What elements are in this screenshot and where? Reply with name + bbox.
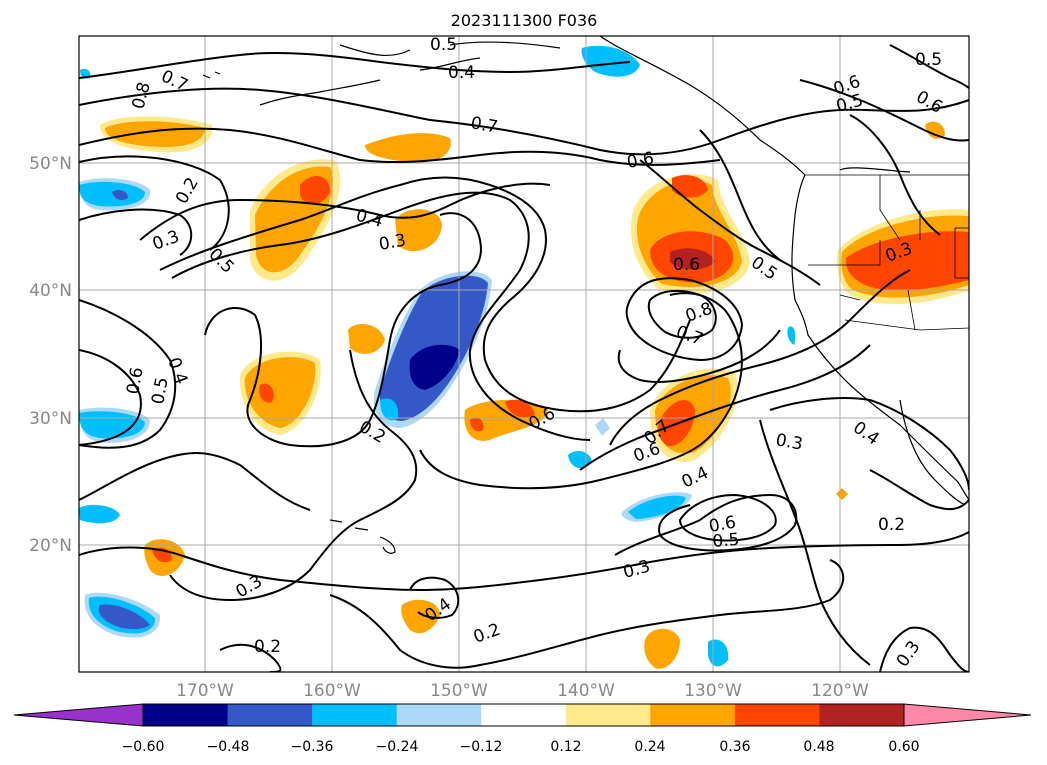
colorbar-segment <box>565 704 651 726</box>
map-title: 2023111300 F036 <box>451 11 598 30</box>
colorbar-tick: 0.48 <box>803 739 834 755</box>
colorbar-segment <box>734 704 820 726</box>
negative-anomaly-patch <box>112 190 128 200</box>
lat-label: 30°N <box>29 409 72 429</box>
contour-label: 0.6 <box>673 255 700 275</box>
negative-anomaly-patch <box>380 398 399 421</box>
colorbar-tick: −0.36 <box>291 739 334 755</box>
lon-label: 140°W <box>557 681 615 701</box>
map-area: 0.7 0.8 0.2 0.3 0.5 0.4 0.3 0.7 0.6 0.4 … <box>79 35 969 672</box>
contour-label: 0.3 <box>774 430 804 454</box>
lon-label: 150°W <box>430 681 488 701</box>
contour-label: 0.6 <box>625 149 655 173</box>
lat-label: 40°N <box>29 281 72 301</box>
negative-anomaly-patch <box>409 344 460 390</box>
lat-label: 20°N <box>29 536 72 556</box>
colorbar-segment <box>481 704 567 726</box>
graticule <box>79 36 969 672</box>
negative-anomaly-patch <box>787 326 796 345</box>
positive-anomaly-patch <box>300 175 330 205</box>
colorbar-extend-low <box>14 704 143 726</box>
positive-anomaly-patch <box>105 121 205 148</box>
colorbar-segment <box>312 704 398 726</box>
contour-label: 0.7 <box>469 113 499 137</box>
colorbar-outline <box>142 703 905 727</box>
negative-anomaly-patch <box>98 604 150 630</box>
contour-label: 0.6 <box>123 366 147 396</box>
contour-label: 0.5 <box>712 530 741 552</box>
lon-label: 170°W <box>176 681 234 701</box>
positive-anomaly-patch <box>836 488 848 500</box>
positive-anomaly-patch <box>395 209 442 252</box>
colorbar-tick: 0.12 <box>550 739 581 755</box>
colorbar-tick: 0.24 <box>634 739 665 755</box>
positive-anomaly-patch <box>259 383 274 403</box>
lat-label: 50°N <box>29 154 72 174</box>
positive-anomaly-patch <box>244 357 316 428</box>
colorbar-segment <box>227 704 313 726</box>
contour-label: 0.5 <box>915 50 942 70</box>
colorbar-tick: −0.48 <box>207 739 250 755</box>
contour-label: 0.4 <box>448 63 475 83</box>
positive-anomaly-patch <box>925 121 945 139</box>
lon-label: 160°W <box>303 681 361 701</box>
colorbar-tick-labels: −0.60 −0.48 −0.36 −0.24 −0.12 0.12 0.24 … <box>122 739 920 755</box>
negative-anomaly-patch <box>581 45 640 77</box>
contour-lines <box>79 44 969 672</box>
contour-label: 0.2 <box>254 637 281 657</box>
coastlines <box>202 36 969 554</box>
lon-label: 130°W <box>684 681 742 701</box>
positive-anomaly-patch <box>348 324 385 354</box>
positive-anomaly-patch <box>401 599 440 634</box>
shaded-anomalies <box>79 45 969 669</box>
negative-anomaly-patch <box>595 418 610 436</box>
negative-anomaly-patch <box>628 495 686 519</box>
contour-label: 0.2 <box>878 515 905 535</box>
colorbar-segments <box>14 704 1031 726</box>
positive-anomaly-patch <box>845 231 969 291</box>
political-borders <box>805 174 969 331</box>
map-frame <box>78 35 970 673</box>
negative-anomaly-patch <box>79 504 120 524</box>
positive-anomaly-patch <box>644 628 680 669</box>
negative-anomaly-patch <box>79 181 145 207</box>
colorbar-tick: 0.36 <box>719 739 750 755</box>
colorbar-segment <box>143 704 229 726</box>
contour-label: 0.3 <box>377 231 407 255</box>
contour-label: 0.5 <box>148 376 172 406</box>
positive-anomaly-patch <box>505 399 535 418</box>
lon-label: 120°W <box>811 681 869 701</box>
colorbar-segment <box>819 704 905 726</box>
positive-anomaly-patch <box>470 417 484 432</box>
colorbar-tick: −0.24 <box>376 739 419 755</box>
colorbar-tick: −0.60 <box>122 739 165 755</box>
contour-label: 0.5 <box>430 35 457 55</box>
positive-anomaly-patch <box>670 248 715 270</box>
colorbar-tick: 0.60 <box>888 739 919 755</box>
colorbar-tick: −0.12 <box>460 739 503 755</box>
positive-anomaly-patch <box>365 133 451 163</box>
longitude-labels: 170°W 160°W 150°W 140°W 130°W 120°W <box>176 681 869 701</box>
latitude-labels: 50°N 40°N 30°N 20°N <box>29 154 72 556</box>
colorbar-segment <box>396 704 482 726</box>
colorbar-extend-high <box>904 704 1031 726</box>
colorbar: −0.60 −0.48 −0.36 −0.24 −0.12 0.12 0.24 … <box>13 703 1032 755</box>
contour-label: 0.6 <box>707 513 737 537</box>
colorbar-segment <box>650 704 736 726</box>
positive-anomaly-patch <box>672 175 708 198</box>
